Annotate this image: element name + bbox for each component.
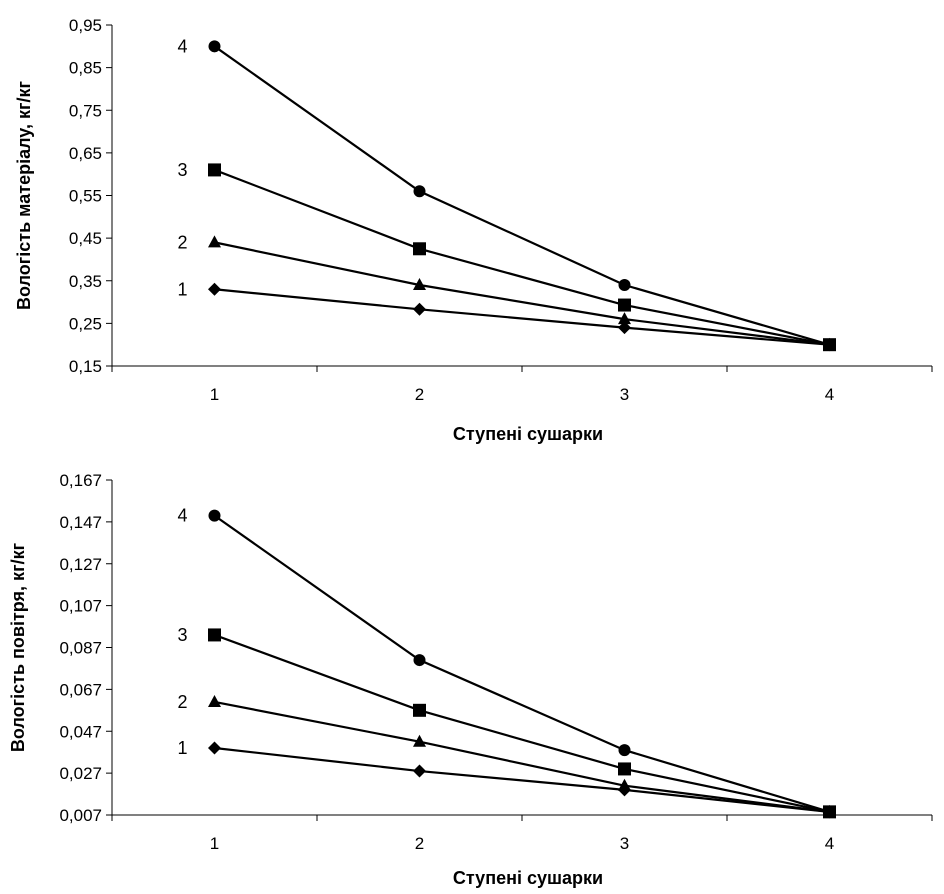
series-line	[214, 288, 830, 346]
y-tick-label: 0,45	[69, 229, 102, 248]
y-axis-title: Вологість повітря, кг/кг	[8, 542, 28, 752]
y-tick-label: 0,067	[59, 680, 102, 699]
series-line	[213, 45, 830, 346]
chart-material-moisture: 0,15 0,25 0,35 0,45 0,55 0,65 0,75 0,85 0,95 1 2 3 4…	[14, 16, 933, 444]
data-point-marker	[823, 338, 836, 351]
data-point-marker	[618, 744, 631, 757]
data-point-marker	[208, 628, 221, 642]
data-point-marker	[618, 321, 631, 335]
y-tick-label: 0,95	[69, 16, 102, 35]
y-tick-label: 0,65	[69, 144, 102, 163]
data-point-marker	[413, 185, 426, 198]
series-2: 2	[177, 232, 836, 350]
data-point-marker	[618, 778, 631, 791]
y-tick-label: 0,047	[59, 722, 102, 741]
series-line	[214, 241, 830, 346]
y-tick-label: 0,25	[69, 314, 102, 333]
series-4: 4	[177, 36, 836, 351]
data-point-marker	[413, 302, 426, 316]
x-tick-label: 2	[415, 834, 424, 853]
data-point-marker	[618, 279, 631, 292]
data-point-marker	[208, 163, 221, 177]
y-tick-label: 0,75	[69, 101, 102, 120]
chart-air-moisture: 0,007 0,027 0,047 0,067 0,087 0,107 0,127 0,147…	[8, 471, 933, 888]
x-tick-label: 1	[210, 834, 219, 853]
x-axis-title: Ступені сушарки	[453, 868, 603, 888]
data-point-marker	[208, 694, 221, 707]
series-label: 3	[177, 625, 187, 645]
series-label: 4	[177, 36, 187, 56]
data-point-marker	[823, 805, 836, 818]
series-line	[214, 700, 830, 813]
series-4: 4	[177, 506, 836, 818]
data-point-marker	[208, 282, 221, 296]
series-1: 1	[177, 279, 836, 352]
series-3: 3	[177, 625, 836, 819]
x-tick-label: 2	[415, 385, 424, 404]
series-label: 2	[177, 692, 187, 712]
y-tick-label: 0,55	[69, 187, 102, 206]
y-tick-label: 0,107	[59, 597, 102, 616]
data-point-marker	[413, 764, 426, 778]
series-label: 4	[177, 506, 187, 526]
y-axis-title: Вологість матеріалу, кг/кг	[14, 81, 34, 310]
y-tick-label: 0,15	[69, 357, 102, 376]
y-tick-label: 0,147	[59, 513, 102, 532]
series-line	[214, 746, 830, 813]
x-tick-label: 4	[825, 834, 834, 853]
data-point-marker	[618, 298, 631, 312]
x-tick-label: 3	[620, 834, 629, 853]
series-line	[214, 633, 830, 813]
x-axis-title: Ступені сушарки	[453, 424, 603, 444]
data-point-marker	[618, 762, 631, 776]
x-tick-label: 1	[210, 385, 219, 404]
y-tick-label: 0,167	[59, 471, 102, 490]
data-point-marker	[413, 734, 426, 747]
data-point-marker	[208, 741, 221, 755]
data-point-marker	[413, 654, 426, 667]
y-tick-label: 0,027	[59, 764, 102, 783]
x-tick-label: 3	[620, 385, 629, 404]
data-point-marker	[208, 40, 221, 53]
data-point-marker	[208, 509, 221, 522]
y-tick-label: 0,85	[69, 59, 102, 78]
data-point-marker	[413, 242, 426, 256]
series-label: 2	[177, 232, 187, 252]
data-point-marker	[413, 703, 426, 717]
y-tick-label: 0,087	[59, 639, 102, 658]
y-tick-label: 0,35	[69, 272, 102, 291]
data-point-marker	[208, 235, 221, 248]
data-point-marker	[413, 278, 426, 291]
series-label: 3	[177, 160, 187, 180]
data-point-marker	[618, 312, 631, 325]
y-tick-label: 0,007	[59, 806, 102, 825]
series-line	[214, 168, 830, 346]
series-label: 1	[177, 279, 187, 299]
y-tick-label: 0,127	[59, 555, 102, 574]
series-1: 1	[177, 738, 836, 819]
x-tick-label: 4	[825, 385, 834, 404]
series-label: 1	[177, 738, 187, 758]
series-line	[213, 514, 830, 813]
